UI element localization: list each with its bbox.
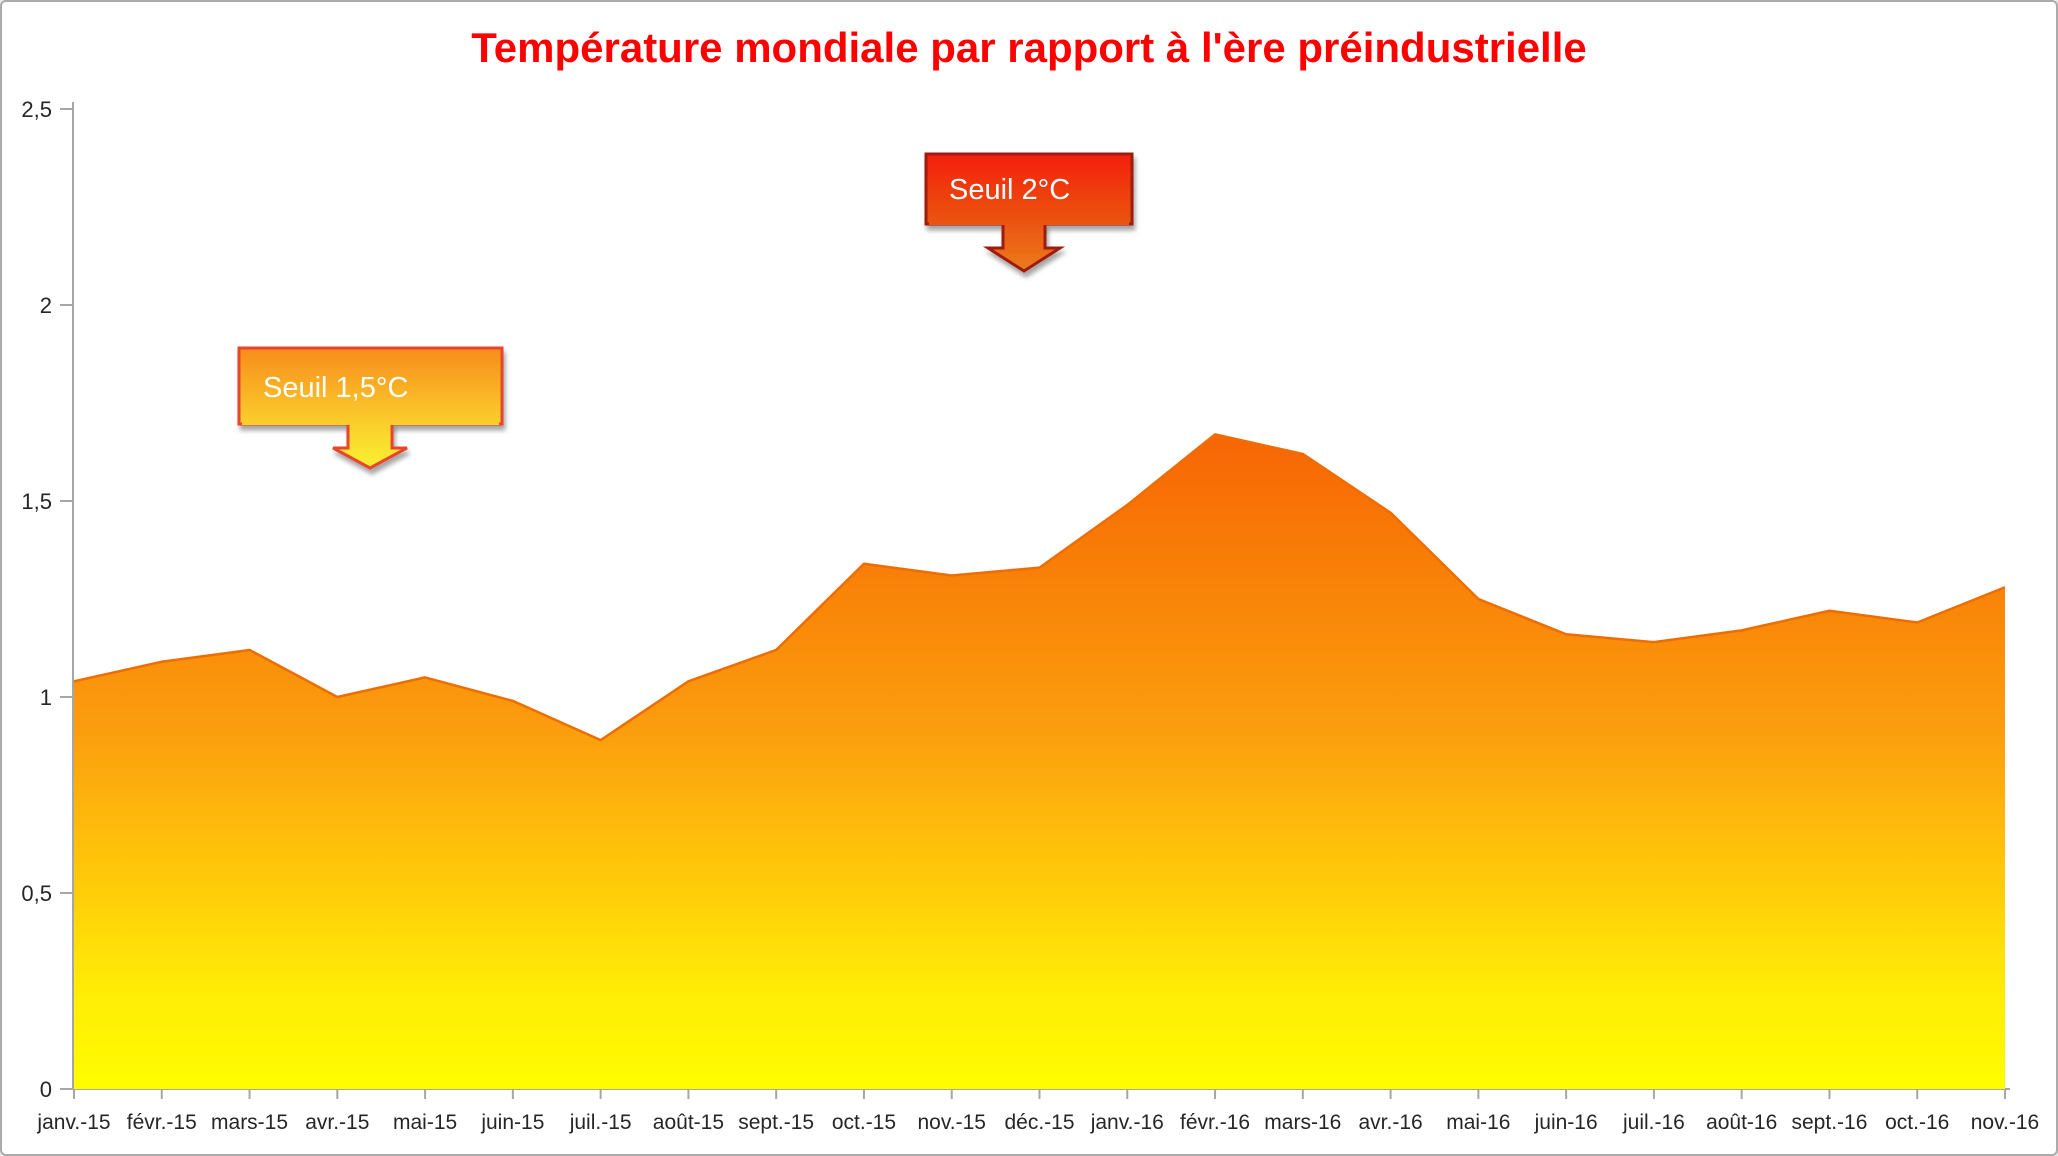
- x-axis-label: févr.-15: [127, 1111, 197, 1134]
- x-axis-label: juin-15: [480, 1111, 544, 1134]
- x-axis-label: janv.-16: [1090, 1111, 1164, 1134]
- y-axis-tick-label: 1,5: [21, 489, 52, 514]
- x-axis-label: juil.-16: [1622, 1111, 1685, 1134]
- axis-labels: 0 0,5 1 1,5 2 2,5 janv.-15 févr.-15 mars-15 avr.-…: [21, 97, 2039, 1134]
- x-axis-label: mars-16: [1264, 1111, 1341, 1134]
- callout-seuil-1-5c-box: [237, 346, 504, 426]
- callout-seuil-1-5c: Seuil 1,5°C: [237, 346, 504, 470]
- x-axis-label: juil.-15: [569, 1111, 632, 1134]
- x-axis-label: févr.-16: [1180, 1111, 1250, 1134]
- x-axis-label: déc.-15: [1004, 1111, 1074, 1134]
- x-axis-label: sept.-15: [738, 1111, 814, 1134]
- x-axis-label: mars-15: [211, 1111, 288, 1134]
- y-axis-tick-label: 1: [40, 685, 52, 710]
- x-axis-label: mai-16: [1446, 1111, 1510, 1134]
- x-axis-label: avr.-16: [1358, 1111, 1422, 1134]
- x-axis-label: mai-15: [393, 1111, 457, 1134]
- x-axis-label: janv.-15: [36, 1111, 110, 1134]
- y-axis-tick-label: 0: [40, 1077, 52, 1102]
- x-axis-label: nov.-15: [917, 1111, 986, 1134]
- temperature-area: [74, 434, 2005, 1089]
- callout-seuil-1-5c-label: Seuil 1,5°C: [263, 372, 408, 404]
- temperature-area-edge: [73, 433, 2006, 742]
- callout-seuil-2c-label: Seuil 2°C: [949, 174, 1070, 206]
- x-axis-label: août-15: [653, 1111, 724, 1134]
- area-series: [73, 433, 2006, 1089]
- callout-seuil-2c: Seuil 2°C: [924, 152, 1134, 273]
- x-axis-label: nov.-16: [1971, 1111, 2040, 1134]
- threshold-lines: [74, 302, 2010, 504]
- y-axis-tick-label: 2,5: [21, 97, 52, 122]
- y-axis-tick-label: 0,5: [21, 881, 52, 906]
- x-axis-label: juin-16: [1534, 1111, 1598, 1134]
- chart-title: Température mondiale par rapport à l'ère…: [471, 24, 1587, 71]
- y-axis-tick-label: 2: [40, 293, 52, 318]
- callout-seuil-2c-down-arrow-icon: [982, 223, 1066, 273]
- x-axis-label: oct.-16: [1885, 1111, 1949, 1134]
- callout-seuil-1-5c-down-arrow-icon: [332, 423, 408, 470]
- x-axis-label: oct.-15: [832, 1111, 896, 1134]
- x-axis-label: avr.-15: [305, 1111, 369, 1134]
- x-axis-label: août-16: [1706, 1111, 1777, 1134]
- x-axis-label: sept.-16: [1792, 1111, 1868, 1134]
